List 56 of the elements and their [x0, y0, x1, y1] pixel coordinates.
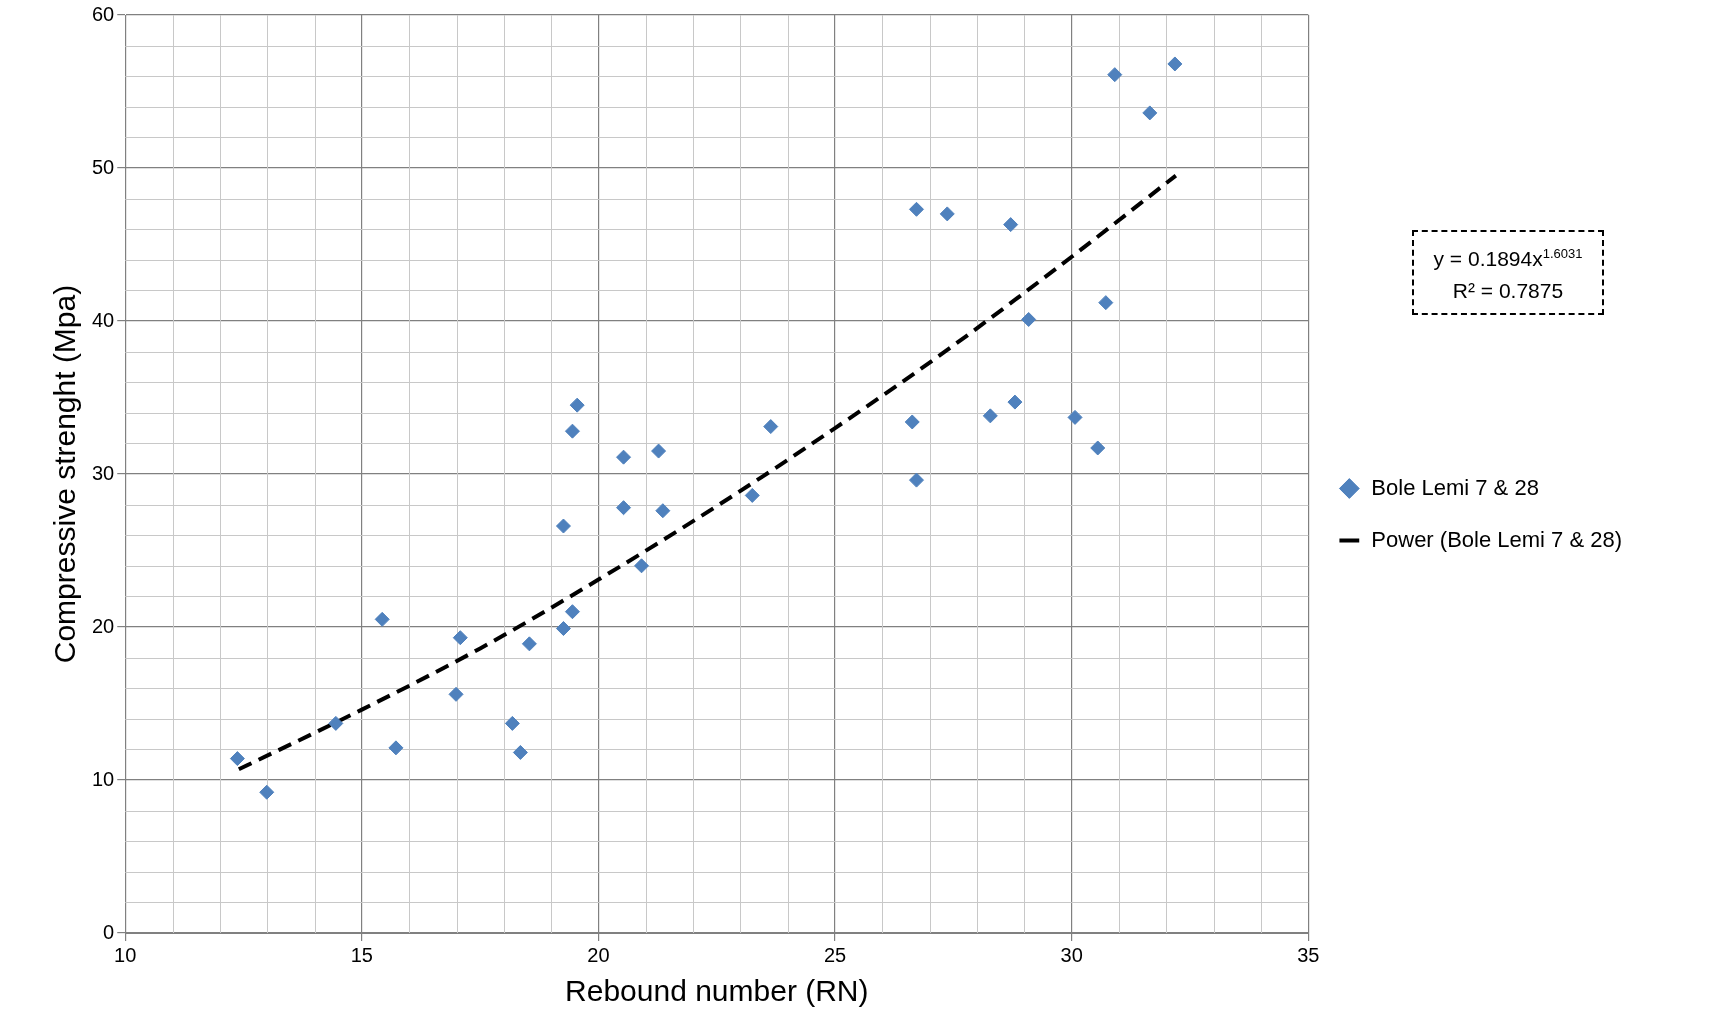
x-tick-label: 30 — [1060, 943, 1083, 966]
text: y = 0.1894x$^{1.6031}$ — [1432, 245, 1584, 272]
point — [634, 558, 650, 574]
y-tick-label: 60 — [92, 2, 115, 25]
point — [1003, 217, 1019, 233]
line-series — [236, 173, 1178, 772]
point — [564, 604, 580, 620]
x-tick-label: 35 — [1297, 943, 1320, 966]
point — [1090, 440, 1106, 456]
point — [555, 518, 571, 534]
point — [904, 414, 920, 430]
point — [616, 449, 632, 465]
point — [388, 740, 404, 756]
x-tick-label: 25 — [823, 943, 847, 966]
y-tick-label: 20 — [92, 614, 115, 637]
y-tick-label: 30 — [92, 461, 115, 484]
point — [744, 487, 760, 503]
point — [448, 686, 464, 702]
point — [512, 744, 528, 760]
point — [1007, 394, 1023, 410]
point — [908, 201, 924, 217]
y-tick-label: 10 — [92, 767, 115, 790]
point — [1067, 409, 1083, 425]
point — [1142, 105, 1158, 121]
x-axis-title: Rebound number (RN) — [565, 974, 869, 1008]
point — [655, 503, 671, 519]
point — [555, 621, 571, 637]
point — [763, 419, 779, 435]
y-tick-label: 50 — [92, 155, 115, 178]
point — [616, 500, 632, 516]
point — [374, 611, 390, 627]
point — [521, 636, 537, 652]
point — [452, 630, 468, 646]
x-tick-label: 15 — [350, 943, 373, 966]
point — [1098, 295, 1114, 311]
y-tick-label: 0 — [103, 920, 115, 943]
legend-label: Bole Lemi 7 & 28 — [1371, 474, 1539, 500]
point — [504, 715, 520, 731]
y-tick-label: 40 — [92, 308, 115, 331]
point — [651, 443, 667, 459]
point — [259, 784, 275, 800]
point — [569, 397, 585, 413]
text: R² = 0.7875 — [1451, 278, 1565, 304]
point — [229, 751, 245, 767]
point — [564, 423, 580, 439]
point — [908, 472, 924, 488]
point — [1107, 67, 1123, 83]
point — [328, 715, 344, 731]
point — [939, 206, 955, 222]
point — [982, 408, 998, 424]
point — [1167, 56, 1183, 72]
x-tick-label: 10 — [114, 943, 137, 966]
point — [1021, 311, 1037, 327]
x-tick-label: 20 — [587, 943, 610, 966]
legend-label: Power (Bole Lemi 7 & 28) — [1371, 526, 1622, 552]
y-axis-title: Compressive strenght (Mpa) — [48, 284, 82, 664]
